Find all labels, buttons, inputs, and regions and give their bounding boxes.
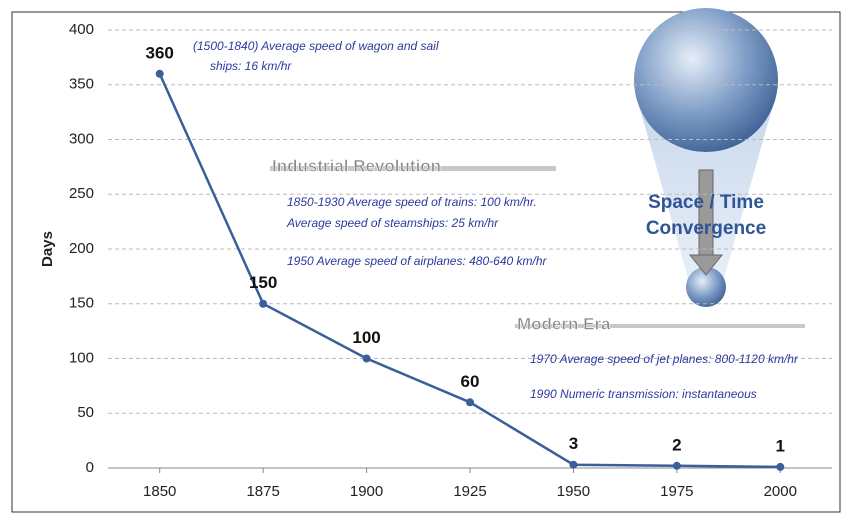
y-tick-label: 150 <box>69 295 94 312</box>
y-tick-label: 250 <box>69 185 94 202</box>
data-label: 2 <box>672 435 681 454</box>
x-tick-label: 1900 <box>350 483 383 500</box>
x-tick-label: 1850 <box>143 483 176 500</box>
point <box>155 69 164 78</box>
y-tick-label: 300 <box>69 130 94 147</box>
y-tick-label: 50 <box>77 404 94 421</box>
data-label: 60 <box>461 372 480 391</box>
annotation: Average speed of steamships: 25 km/hr <box>286 216 499 230</box>
y-tick-label: 400 <box>69 21 94 38</box>
era-bar <box>270 166 556 171</box>
x-tick-label: 1975 <box>660 483 693 500</box>
x-tick-label: 2000 <box>764 483 797 500</box>
y-tick-label: 100 <box>69 349 94 366</box>
data-label: 3 <box>569 434 578 453</box>
arrow-head <box>688 254 724 276</box>
point <box>259 299 268 308</box>
data-label: 150 <box>249 273 277 292</box>
x-tick-label: 1950 <box>557 483 590 500</box>
illustration <box>270 8 805 328</box>
y-tick-label: 350 <box>69 76 94 93</box>
annotation: 1970 Average speed of jet planes: 800-11… <box>530 352 799 366</box>
point <box>672 461 681 470</box>
y-tick-label: 0 <box>86 459 94 476</box>
x-tick-label: 1875 <box>246 483 279 500</box>
annotation: Industrial Revolution <box>272 156 441 175</box>
x-tick-label: 1925 <box>453 483 486 500</box>
point <box>569 460 578 469</box>
point <box>776 462 785 471</box>
data-label: 360 <box>146 43 174 62</box>
point <box>362 354 371 363</box>
annotation: 1850-1930 Average speed of trains: 100 k… <box>287 195 537 209</box>
annotation: 1990 Numeric transmission: instantaneous <box>530 387 757 401</box>
annotation: ships: 16 km/hr <box>210 59 292 73</box>
era-bar <box>515 324 805 328</box>
annotation: Convergence <box>646 218 766 239</box>
annotation: Modern Era <box>517 314 611 333</box>
annotation: Space / Time <box>648 192 764 213</box>
y-tick-label: 200 <box>69 240 94 257</box>
y-axis-label: Days <box>39 231 56 267</box>
point <box>466 398 474 407</box>
data-label: 100 <box>352 328 380 347</box>
globe-small <box>686 267 726 307</box>
globe-large <box>634 8 778 152</box>
data-label: 1 <box>776 436 785 455</box>
annotation: (1500-1840) Average speed of wagon and s… <box>193 39 439 53</box>
annotation: 1950 Average speed of airplanes: 480-640… <box>287 254 548 268</box>
